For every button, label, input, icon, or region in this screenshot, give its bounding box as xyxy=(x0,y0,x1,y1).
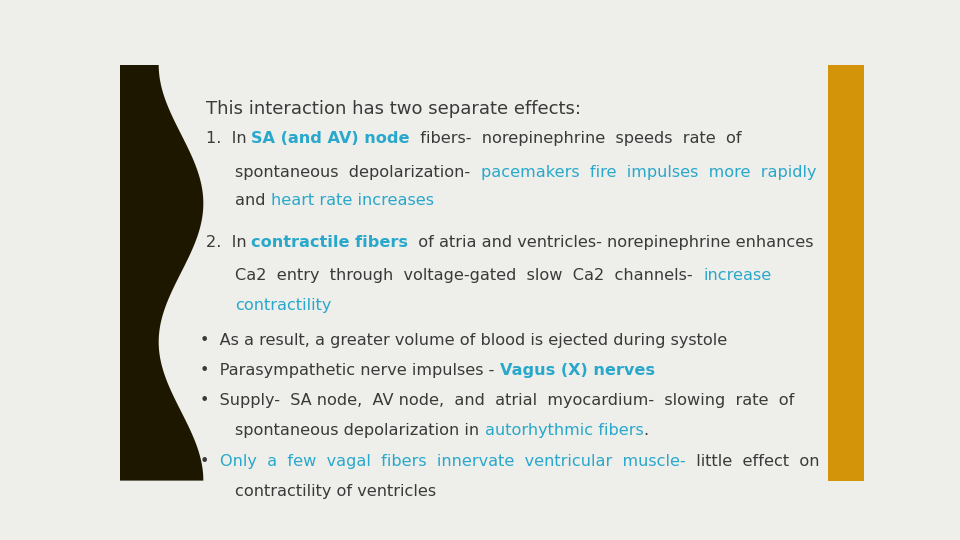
Text: •  Supply-  SA node,  AV node,  and  atrial  myocardium-  slowing  rate  of: • Supply- SA node, AV node, and atrial m… xyxy=(201,393,795,408)
Text: Ca2  entry  through  voltage-gated  slow  Ca2  channels-: Ca2 entry through voltage-gated slow Ca2… xyxy=(235,268,703,283)
Text: Vagus (X) nerves: Vagus (X) nerves xyxy=(500,363,655,378)
Text: little  effect  on: little effect on xyxy=(685,454,819,469)
Text: spontaneous depolarization in: spontaneous depolarization in xyxy=(235,423,485,438)
Text: contractile fibers: contractile fibers xyxy=(252,235,408,250)
Bar xyxy=(828,65,864,481)
Text: autorhythmic fibers: autorhythmic fibers xyxy=(485,423,643,438)
Text: SA (and AV) node: SA (and AV) node xyxy=(252,131,410,146)
Text: and: and xyxy=(235,193,271,208)
Text: •  As a result, a greater volume of blood is ejected during systole: • As a result, a greater volume of blood… xyxy=(201,333,728,348)
Text: 1.  In: 1. In xyxy=(205,131,252,146)
Text: heart rate increases: heart rate increases xyxy=(271,193,434,208)
Text: •: • xyxy=(201,454,220,469)
Text: pacemakers  fire  impulses  more  rapidly: pacemakers fire impulses more rapidly xyxy=(481,165,816,180)
Text: contractility: contractility xyxy=(235,298,332,313)
Text: Only  a  few  vagal  fibers  innervate  ventricular  muscle-: Only a few vagal fibers innervate ventri… xyxy=(220,454,685,469)
Text: spontaneous  depolarization-: spontaneous depolarization- xyxy=(235,165,481,180)
Text: •  Parasympathetic nerve impulses -: • Parasympathetic nerve impulses - xyxy=(201,363,500,378)
Text: This interaction has two separate effects:: This interaction has two separate effect… xyxy=(205,100,581,118)
Text: .: . xyxy=(643,423,648,438)
Text: increase: increase xyxy=(703,268,772,283)
Text: 2.  In: 2. In xyxy=(205,235,252,250)
Text: of atria and ventricles- norepinephrine enhances: of atria and ventricles- norepinephrine … xyxy=(408,235,814,250)
Text: fibers-  norepinephrine  speeds  rate  of: fibers- norepinephrine speeds rate of xyxy=(410,131,741,146)
Text: contractility of ventricles: contractility of ventricles xyxy=(235,484,437,499)
Polygon shape xyxy=(120,65,204,481)
